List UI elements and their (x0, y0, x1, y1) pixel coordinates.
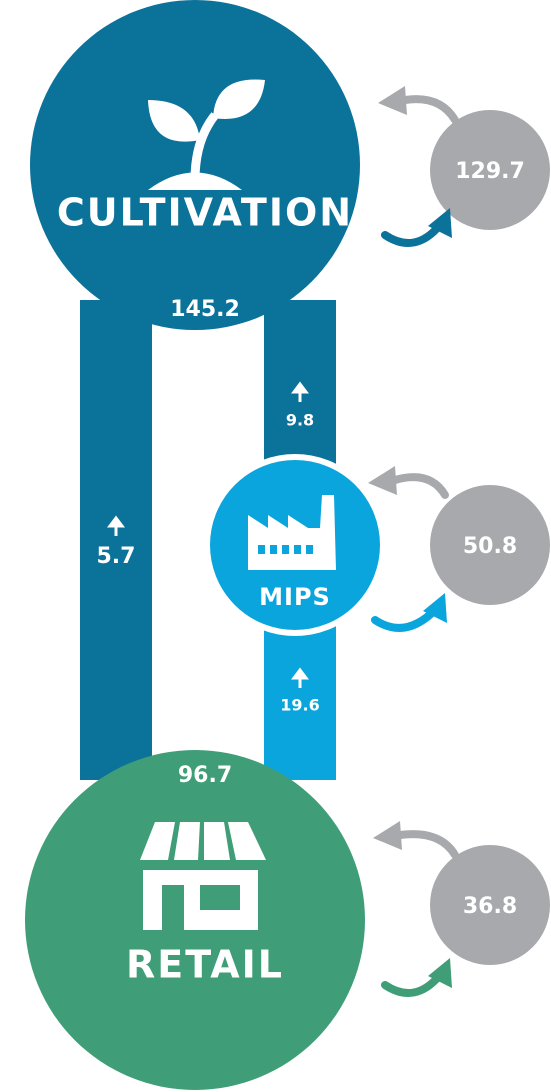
arrow-heads (368, 86, 452, 988)
node-label: CULTIVATION (57, 191, 353, 235)
flow-bar (80, 300, 152, 780)
node-value: 145.2 (170, 297, 240, 322)
loop-value: 36.8 (463, 894, 517, 919)
flow-value: 19.6 (280, 696, 319, 715)
flow-arrows (107, 381, 309, 688)
flow-value: 5.7 (97, 544, 136, 569)
loop-circle (430, 110, 550, 230)
node-value: 96.7 (178, 763, 232, 788)
plant-icon (148, 79, 265, 190)
factory-icon (248, 495, 336, 570)
node-label: RETAIL (126, 943, 284, 987)
node-label: MIPS (259, 583, 331, 611)
loop-arrows (371, 95, 459, 997)
loop-value: 129.7 (455, 159, 525, 184)
loop-circle (430, 485, 550, 605)
flow-bar (264, 620, 336, 780)
flow-value: 9.8 (286, 411, 314, 430)
store-door (162, 885, 184, 930)
loop-value: 50.8 (463, 534, 517, 559)
store-window (200, 885, 240, 910)
loop-circle (430, 845, 550, 965)
